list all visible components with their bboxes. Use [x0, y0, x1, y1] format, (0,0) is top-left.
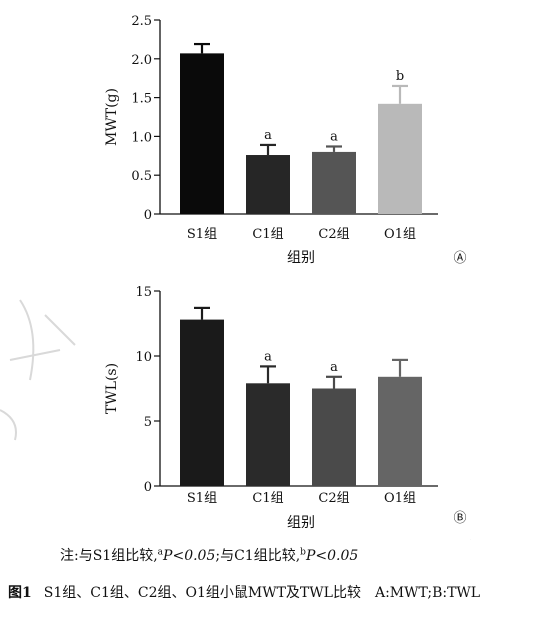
- x-tick-label: S1组: [187, 491, 217, 506]
- x-tick-label: C2组: [318, 491, 349, 506]
- y-tick-label: 0.5: [131, 169, 152, 184]
- bar: [246, 155, 290, 214]
- bar: [378, 376, 422, 486]
- caption-text: S1组、C1组、C2组、O1组小鼠MWT及TWL比较 A:MWT;B:TWL: [43, 585, 481, 601]
- x-tick-label: S1组: [187, 227, 217, 242]
- bar: [180, 53, 224, 215]
- bar: [312, 388, 356, 486]
- y-tick-label: 1.5: [131, 92, 152, 107]
- figure: 00.51.01.52.02.5S1组aC1组aC2组bO1组组别MWT(g)Ⓐ…: [0, 14, 472, 540]
- bar: [312, 151, 356, 214]
- significance-label: a: [330, 129, 338, 144]
- x-axis-title: 组别: [287, 250, 315, 266]
- note-p-a: P<0.05: [163, 548, 216, 564]
- y-tick-label: 5: [144, 415, 152, 430]
- significance-label: b: [396, 69, 404, 84]
- x-tick-label: O1组: [384, 227, 416, 242]
- x-axis-title: 组别: [287, 515, 315, 531]
- y-axis-title: MWT(g): [104, 88, 120, 146]
- y-tick-label: 1.0: [131, 130, 152, 145]
- bar: [246, 383, 290, 486]
- note-prefix: 注:与S1组比较,: [60, 548, 158, 564]
- y-axis-title: TWL(s): [104, 363, 120, 414]
- x-tick-label: C1组: [252, 491, 283, 506]
- x-tick-label: O1组: [384, 491, 416, 506]
- watermark: [0, 299, 472, 540]
- panel-label: Ⓑ: [453, 511, 466, 526]
- bar: [180, 319, 224, 486]
- y-tick-label: 2.5: [131, 14, 152, 29]
- y-tick-label: 10: [135, 350, 152, 365]
- caption-label: 图1: [8, 585, 32, 601]
- figure-caption: 图1 S1组、C1组、C2组、O1组小鼠MWT及TWL比较 A:MWT;B:TWL: [8, 577, 548, 609]
- significance-label: a: [264, 128, 272, 143]
- y-tick-label: 0: [144, 480, 152, 495]
- note-middle: ;与C1组比较,: [215, 548, 301, 564]
- significance-label: a: [330, 360, 338, 375]
- panel-label: Ⓐ: [453, 251, 466, 266]
- y-tick-label: 15: [135, 285, 152, 300]
- note-sup-a: a: [157, 547, 164, 558]
- y-tick-label: 2.0: [131, 53, 152, 68]
- bar: [378, 103, 422, 214]
- significance-label: a: [264, 349, 272, 364]
- note-sup-b: b: [300, 547, 306, 558]
- x-tick-label: C1组: [252, 227, 283, 242]
- x-tick-label: C2组: [318, 227, 349, 242]
- y-tick-label: 0: [144, 208, 152, 223]
- note-p-b: P<0.05: [305, 548, 359, 564]
- figure-note: 注:与S1组比较,aP<0.05;与C1组比较,bP<0.05: [60, 545, 358, 565]
